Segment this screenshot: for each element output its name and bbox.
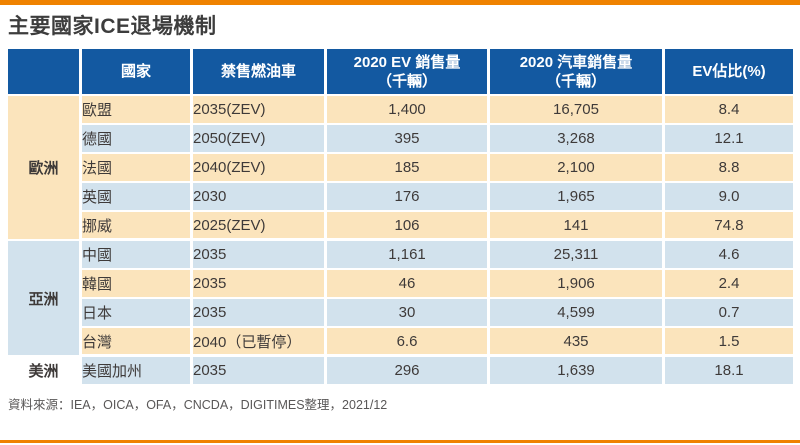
- ev-share-cell: 4.6: [665, 241, 793, 270]
- country-cell: 挪威: [82, 212, 193, 241]
- car-sales-cell: 2,100: [490, 154, 665, 183]
- car-sales-cell: 1,906: [490, 270, 665, 299]
- ev-share-cell: 8.4: [665, 96, 793, 125]
- header-country: 國家: [82, 49, 193, 96]
- ban-cell: 2035(ZEV): [193, 96, 327, 125]
- ev-sales-cell: 106: [327, 212, 490, 241]
- header-ev-sales-line1: 2020 EV 銷售量: [353, 53, 461, 71]
- ban-cell: 2035: [193, 357, 327, 386]
- ban-cell: 2040(ZEV): [193, 154, 327, 183]
- ev-sales-cell: 46: [327, 270, 490, 299]
- country-cell: 台灣: [82, 328, 193, 357]
- country-cell: 韓國: [82, 270, 193, 299]
- ev-sales-cell: 296: [327, 357, 490, 386]
- ban-cell: 2035: [193, 299, 327, 328]
- car-sales-cell: 1,965: [490, 183, 665, 212]
- ev-share-cell: 74.8: [665, 212, 793, 241]
- ev-share-cell: 8.8: [665, 154, 793, 183]
- ban-cell: 2030: [193, 183, 327, 212]
- ev-share-cell: 2.4: [665, 270, 793, 299]
- car-sales-cell: 16,705: [490, 96, 665, 125]
- ev-share-cell: 1.5: [665, 328, 793, 357]
- ban-cell: 2050(ZEV): [193, 125, 327, 154]
- table-row: 歐洲 歐盟 2035(ZEV) 1,400 16,705 8.4: [8, 96, 793, 241]
- car-sales-cell: 435: [490, 328, 665, 357]
- car-sales-cell: 1,639: [490, 357, 665, 386]
- header-ev-sales: 2020 EV 銷售量 （千輛）: [327, 49, 490, 96]
- car-sales-cell: 3,268: [490, 125, 665, 154]
- page-title: 主要國家ICE退場機制: [8, 15, 217, 38]
- table-row: 德國 2050(ZEV) 395 3,268 12.1: [8, 125, 793, 154]
- table-row: 亞洲 中國 2035 1,161 25,311 4.6: [8, 241, 793, 357]
- table-row: 日本 2035 30 4,599 0.7: [8, 299, 793, 328]
- ban-cell: 2040（已暫停）: [193, 328, 327, 357]
- country-cell: 德國: [82, 125, 193, 154]
- ban-cell: 2035: [193, 241, 327, 270]
- ev-sales-cell: 176: [327, 183, 490, 212]
- ev-share-cell: 12.1: [665, 125, 793, 154]
- country-cell: 法國: [82, 154, 193, 183]
- ev-share-cell: 9.0: [665, 183, 793, 212]
- country-cell: 中國: [82, 241, 193, 270]
- ev-share-cell: 0.7: [665, 299, 793, 328]
- header-region: [8, 49, 82, 96]
- table-row: 英國 2030 176 1,965 9.0: [8, 183, 793, 212]
- ban-cell: 2035: [193, 270, 327, 299]
- country-cell: 美國加州: [82, 357, 193, 386]
- country-cell: 日本: [82, 299, 193, 328]
- header-car-sales: 2020 汽車銷售量 （千輛）: [490, 49, 665, 96]
- top-accent-bar: [0, 0, 800, 5]
- table-row: 美洲 美國加州 2035 296 1,639 18.1: [8, 357, 793, 386]
- region-cell-asia: 亞洲: [8, 241, 82, 357]
- ban-cell: 2025(ZEV): [193, 212, 327, 241]
- ev-sales-cell: 6.6: [327, 328, 490, 357]
- car-sales-cell: 141: [490, 212, 665, 241]
- table-row: 法國 2040(ZEV) 185 2,100 8.8: [8, 154, 793, 183]
- ev-sales-cell: 185: [327, 154, 490, 183]
- country-cell: 歐盟: [82, 96, 193, 125]
- ev-sales-cell: 1,161: [327, 241, 490, 270]
- source-note: 資料來源：IEA，OICA，OFA，CNCDA，DIGITIMES整理，2021…: [8, 398, 388, 412]
- ev-sales-cell: 395: [327, 125, 490, 154]
- table-row: 挪威 2025(ZEV) 106 141 74.8: [8, 212, 793, 241]
- bottom-accent-bar: [0, 440, 800, 443]
- table-row: 韓國 2035 46 1,906 2.4: [8, 270, 793, 299]
- header-car-sales-line2: （千輛）: [545, 72, 606, 90]
- car-sales-cell: 4,599: [490, 299, 665, 328]
- table-row: 台灣 2040（已暫停） 6.6 435 1.5: [8, 328, 793, 357]
- region-cell-america: 美洲: [8, 357, 82, 386]
- header-row: 國家 禁售燃油車 2020 EV 銷售量 （千輛） 2020 汽車銷售量 （千輛） …: [8, 49, 793, 96]
- ev-share-cell: 18.1: [665, 357, 793, 386]
- country-cell: 英國: [82, 183, 193, 212]
- ev-sales-cell: 30: [327, 299, 490, 328]
- ice-phaseout-table: 國家 禁售燃油車 2020 EV 銷售量 （千輛） 2020 汽車銷售量 （千輛） …: [8, 49, 793, 386]
- header-ev-sales-line2: （千輛）: [376, 72, 437, 90]
- ev-sales-cell: 1,400: [327, 96, 490, 125]
- header-ban-year: 禁售燃油車: [193, 49, 327, 96]
- region-cell-europe: 歐洲: [8, 96, 82, 241]
- header-ev-share: EV佔比(%): [665, 49, 793, 96]
- header-car-sales-line1: 2020 汽車銷售量: [519, 53, 633, 71]
- car-sales-cell: 25,311: [490, 241, 665, 270]
